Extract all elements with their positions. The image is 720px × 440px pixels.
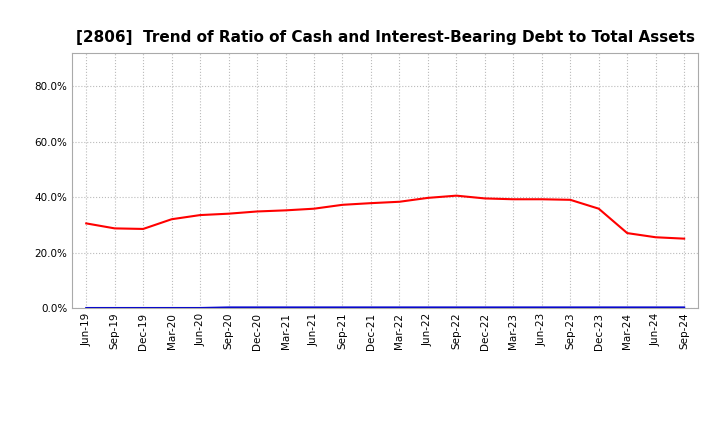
Cash (225, 211, 233, 216)
Interest-Bearing Debt (253, 305, 261, 310)
Cash (366, 201, 375, 206)
Cash (282, 208, 290, 213)
Interest-Bearing Debt (366, 305, 375, 310)
Cash (310, 206, 318, 211)
Cash (480, 196, 489, 201)
Interest-Bearing Debt (423, 305, 432, 310)
Cash (139, 226, 148, 231)
Interest-Bearing Debt (595, 305, 603, 310)
Interest-Bearing Debt (652, 305, 660, 310)
Interest-Bearing Debt (509, 305, 518, 310)
Cash (595, 206, 603, 211)
Interest-Bearing Debt (310, 305, 318, 310)
Cash (253, 209, 261, 214)
Cash (167, 216, 176, 222)
Cash (652, 235, 660, 240)
Interest-Bearing Debt (623, 305, 631, 310)
Interest-Bearing Debt (82, 305, 91, 311)
Cash (566, 197, 575, 202)
Cash (82, 221, 91, 226)
Interest-Bearing Debt (680, 305, 688, 310)
Interest-Bearing Debt (537, 305, 546, 310)
Interest-Bearing Debt (225, 305, 233, 310)
Cash (196, 213, 204, 218)
Cash (395, 199, 404, 205)
Cash (338, 202, 347, 207)
Interest-Bearing Debt (110, 305, 119, 311)
Cash (509, 197, 518, 202)
Interest-Bearing Debt (282, 305, 290, 310)
Cash (110, 226, 119, 231)
Cash (423, 195, 432, 201)
Line: Cash: Cash (86, 196, 684, 238)
Interest-Bearing Debt (338, 305, 347, 310)
Cash (680, 236, 688, 241)
Interest-Bearing Debt (566, 305, 575, 310)
Title: [2806]  Trend of Ratio of Cash and Interest-Bearing Debt to Total Assets: [2806] Trend of Ratio of Cash and Intere… (76, 29, 695, 45)
Interest-Bearing Debt (167, 305, 176, 311)
Cash (452, 193, 461, 198)
Cash (537, 197, 546, 202)
Interest-Bearing Debt (452, 305, 461, 310)
Interest-Bearing Debt (196, 305, 204, 311)
Cash (623, 231, 631, 236)
Interest-Bearing Debt (480, 305, 489, 310)
Interest-Bearing Debt (395, 305, 404, 310)
Interest-Bearing Debt (139, 305, 148, 311)
